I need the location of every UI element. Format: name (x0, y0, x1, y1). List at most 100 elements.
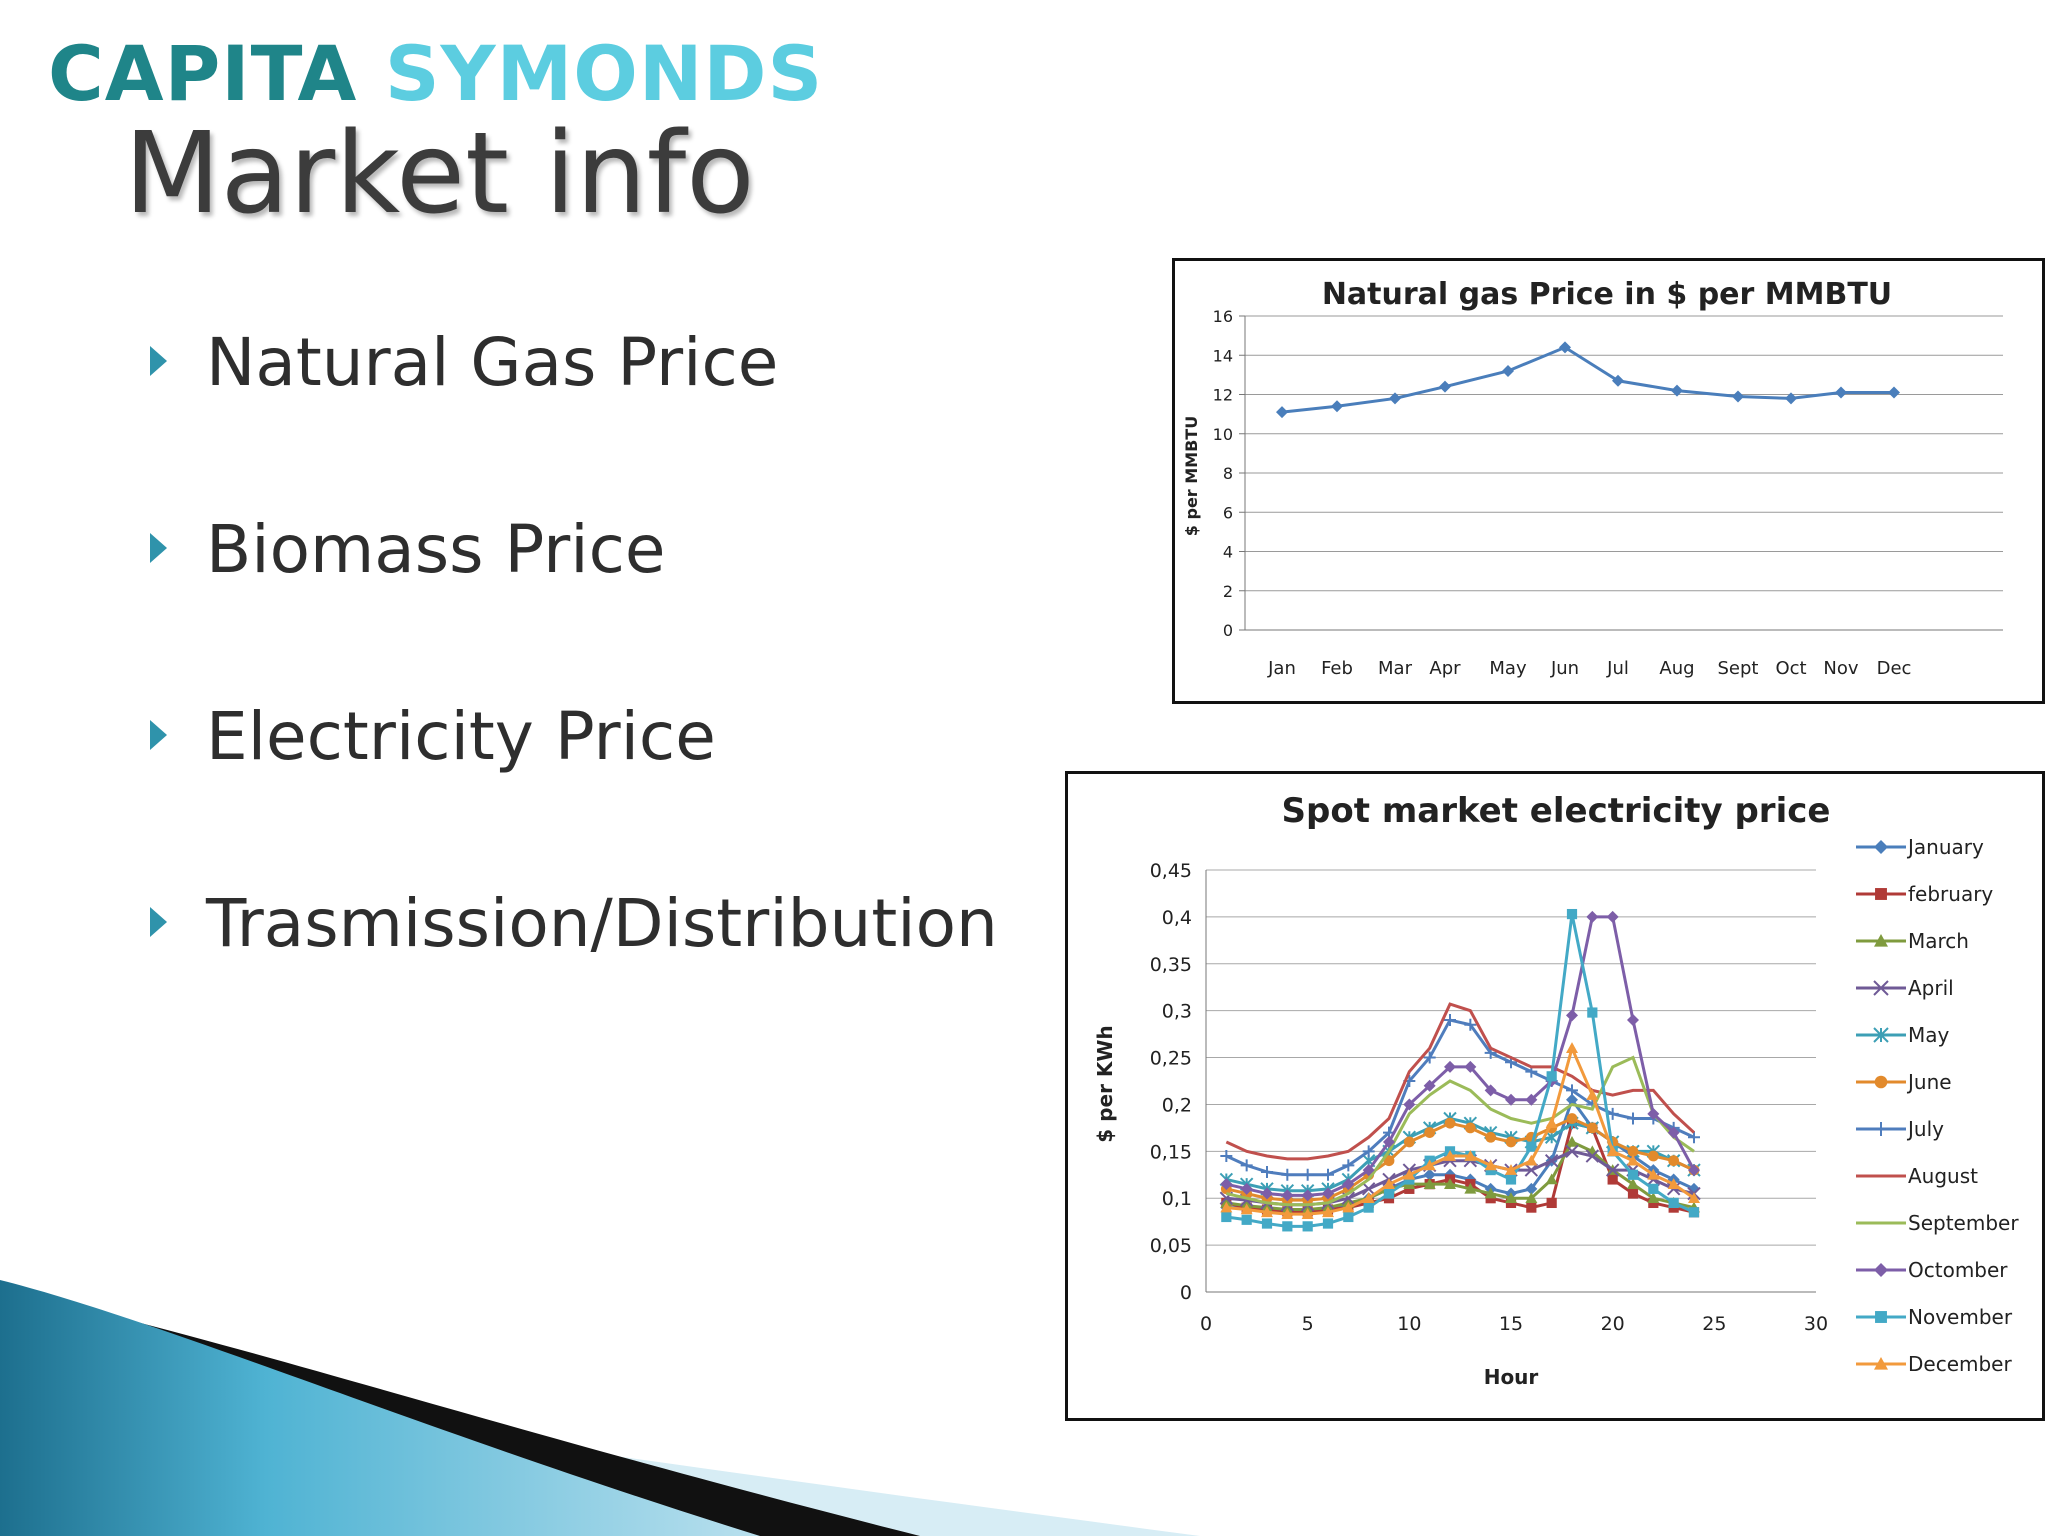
bullet-text: Natural Gas Price (206, 324, 779, 401)
electricity-data-point (1342, 1178, 1355, 1191)
electricity-x-tick-label: 25 (1702, 1313, 1726, 1335)
electricity-series-line (1225, 1002, 1696, 1161)
electricity-data-point (1688, 1192, 1700, 1204)
bullet-text: Trasmission/Distribution (206, 885, 998, 962)
gas-y-tick-label: 2 (1223, 582, 1233, 601)
electricity-data-point (1444, 1014, 1456, 1027)
electricity-y-tick-label: 0,15 (1150, 1141, 1192, 1163)
electricity-data-point (1383, 1178, 1395, 1189)
legend-label: December (1908, 1352, 2012, 1376)
electricity-data-point (1301, 1208, 1314, 1219)
legend-item: June (1856, 1070, 1952, 1094)
electricity-data-point (1444, 1117, 1456, 1129)
electricity-data-point (1301, 1189, 1314, 1202)
electricity-data-point (1484, 1187, 1497, 1199)
electricity-data-point (1586, 1089, 1599, 1100)
legend-label: November (1908, 1305, 2013, 1329)
electricity-data-point (1403, 1168, 1416, 1180)
gas-data-point (1671, 384, 1683, 397)
bullet-item: Electricity Price (150, 704, 716, 770)
gas-data-point (1331, 400, 1343, 413)
electricity-data-point (1261, 1165, 1273, 1178)
electricity-data-point (1261, 1218, 1273, 1229)
electricity-data-point (1444, 1150, 1456, 1161)
electricity-data-point (1647, 1168, 1660, 1180)
legend-swatch-marker (1875, 888, 1887, 900)
electricity-data-point (1464, 1122, 1476, 1134)
electricity-data-point (1586, 1122, 1598, 1134)
electricity-data-point (1240, 1203, 1253, 1215)
electricity-data-point (1240, 1159, 1253, 1172)
legend-item: August (1856, 1164, 1978, 1188)
gas-y-tick-label: 8 (1223, 464, 1233, 483)
gas-y-tick-label: 0 (1223, 621, 1233, 640)
gas-y-tick-label: 10 (1213, 425, 1233, 444)
electricity-data-point (1545, 1173, 1558, 1185)
gas-y-axis-label: $ per MMBTU (1182, 416, 1201, 536)
legend-swatch-marker (1874, 1357, 1888, 1370)
electricity-data-point (1627, 1014, 1639, 1027)
electricity-data-point (1423, 1178, 1436, 1189)
gas-x-tick-label: Nov (1823, 658, 1858, 679)
electricity-chart-title: Spot market electricity price (1282, 791, 1831, 831)
electricity-chart: Spot market electricity price $ per KWh … (1065, 771, 2045, 1421)
electricity-data-point (1667, 1126, 1680, 1139)
electricity-data-point (1362, 1145, 1375, 1158)
electricity-data-point (1383, 1135, 1395, 1148)
electricity-data-point (1423, 1159, 1436, 1171)
electricity-data-point (1281, 1189, 1294, 1202)
electricity-data-point (1342, 1159, 1355, 1172)
electricity-data-point (1484, 1159, 1497, 1171)
legend-item: December (1856, 1352, 2012, 1376)
electricity-data-point (1362, 1164, 1375, 1177)
bullet-arrow-icon (150, 345, 167, 376)
bullet-arrow-icon (150, 719, 167, 750)
electricity-data-point (1688, 1207, 1700, 1218)
decorative-swoosh (0, 1280, 1200, 1536)
gas-data-point (1612, 374, 1624, 387)
electricity-data-point (1627, 1154, 1639, 1166)
electricity-data-point (1668, 1155, 1680, 1167)
bullet-text: Electricity Price (206, 698, 716, 775)
electricity-y-axis-label: $ per KWh (1093, 1025, 1117, 1142)
electricity-data-point (1505, 1093, 1517, 1106)
electricity-data-point (1565, 1144, 1579, 1159)
electricity-data-point (1607, 1174, 1618, 1185)
gas-chart-title: Natural gas Price in $ per MMBTU (1322, 277, 1892, 312)
electricity-x-axis-label: Hour (1484, 1365, 1539, 1389)
electricity-data-point (1282, 1221, 1293, 1232)
legend-swatch-marker (1875, 1311, 1887, 1323)
electricity-data-point (1627, 1178, 1639, 1189)
electricity-data-point (1566, 1042, 1578, 1053)
electricity-series-line (1225, 1055, 1695, 1207)
legend-label: August (1908, 1164, 1978, 1188)
electricity-series (1225, 1002, 1696, 1161)
electricity-data-point (1220, 1178, 1233, 1191)
electricity-data-point (1648, 1183, 1659, 1194)
electricity-data-point (1545, 1117, 1558, 1128)
electricity-data-point (1566, 908, 1578, 920)
electricity-data-point (1464, 1182, 1477, 1194)
gas-data-point (1389, 392, 1401, 405)
gas-x-tick-label: May (1489, 658, 1527, 679)
electricity-data-point (1301, 1168, 1314, 1181)
electricity-data-point (1424, 1127, 1436, 1138)
electricity-data-point (1505, 1174, 1517, 1185)
electricity-data-point (1322, 1218, 1334, 1229)
electricity-data-point (1566, 1009, 1578, 1022)
legend-item: April (1856, 976, 1954, 1000)
gas-x-tick-label: Apr (1429, 658, 1461, 679)
natural-gas-chart: Natural gas Price in $ per MMBTU $ per M… (1172, 258, 2045, 704)
legend-swatch-marker (1874, 934, 1888, 947)
electricity-data-point (1485, 1131, 1497, 1143)
electricity-data-point (1668, 1197, 1679, 1209)
electricity-data-point (1383, 1155, 1395, 1167)
electricity-data-point (1688, 1131, 1700, 1144)
legend-swatch-marker (1873, 980, 1889, 996)
gas-x-tick-label: Jan (1267, 658, 1296, 679)
electricity-y-tick-label: 0 (1180, 1282, 1192, 1304)
gas-data-point (1785, 392, 1797, 405)
legend-item: January (1856, 835, 1984, 859)
legend-item: March (1856, 929, 1969, 953)
electricity-data-point (1688, 1164, 1700, 1177)
